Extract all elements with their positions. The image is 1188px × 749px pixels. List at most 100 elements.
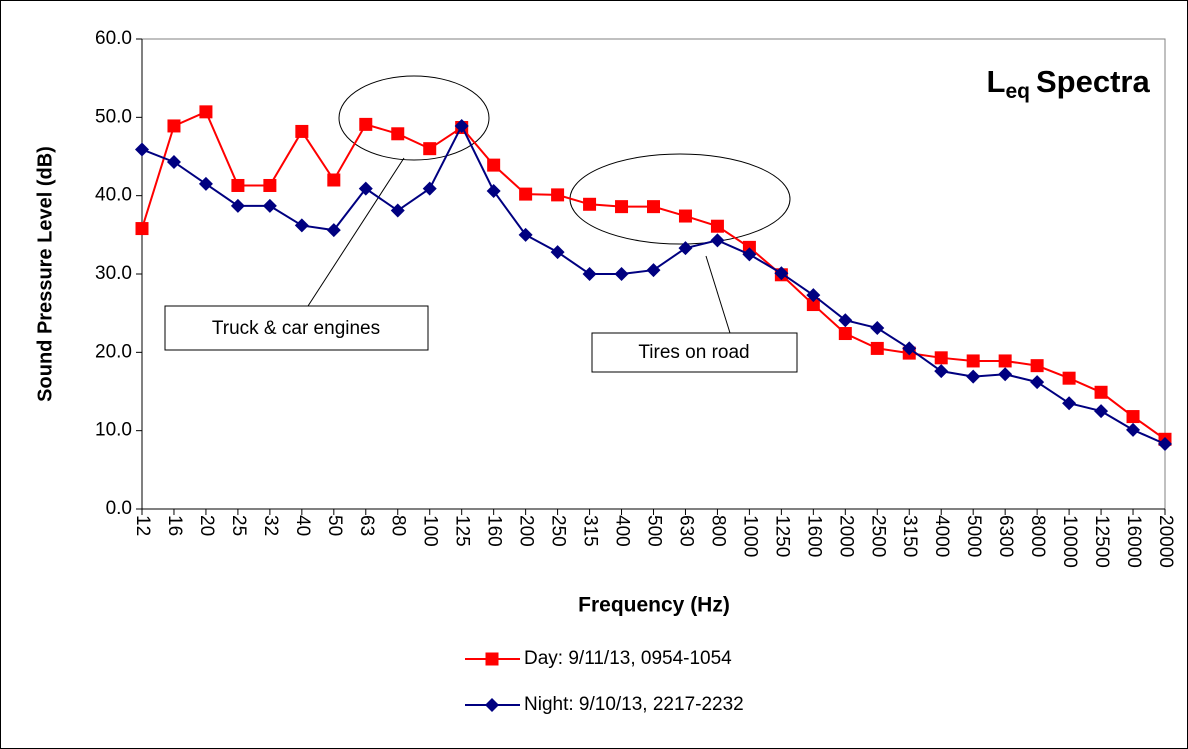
data-point	[551, 188, 565, 202]
data-point	[614, 267, 629, 281]
y-tick-label: 50.0	[95, 106, 132, 127]
annotation-leader	[307, 157, 405, 307]
legend-marker	[485, 698, 499, 712]
y-axis-title: Sound Pressure Level (dB)	[34, 146, 56, 402]
x-tick-label: 16	[164, 515, 185, 536]
x-tick-label: 20	[196, 515, 217, 536]
x-tick-label: 1000	[739, 515, 760, 557]
chart-title-rest: Spectra	[1036, 64, 1150, 99]
data-point	[519, 187, 533, 201]
data-point	[359, 117, 373, 131]
annotation-ellipse	[338, 75, 490, 161]
x-tick-label: 8000	[1027, 515, 1048, 557]
data-point	[1126, 422, 1141, 437]
annotation-text: Truck & car engines	[212, 318, 380, 339]
data-point	[391, 127, 405, 141]
x-tick-label: 63	[356, 515, 377, 536]
data-point	[230, 198, 245, 213]
x-tick-label: 16000	[1123, 515, 1144, 568]
data-point	[646, 263, 661, 278]
data-point	[487, 158, 501, 172]
data-point	[262, 198, 277, 213]
annotation-leader	[705, 255, 731, 334]
x-tick-label: 32	[260, 515, 281, 536]
x-tick-label: 80	[388, 515, 409, 536]
data-point	[742, 240, 756, 254]
x-tick-label: 4000	[931, 515, 952, 557]
annotation-engines: Truck & car engines	[164, 75, 490, 351]
data-point	[1126, 410, 1140, 424]
data-point	[167, 119, 181, 133]
data-point	[966, 369, 981, 384]
x-tick-label: 250	[548, 515, 569, 547]
x-tick-label: 25	[228, 515, 249, 536]
data-point	[263, 178, 277, 192]
data-point	[678, 241, 693, 256]
data-point	[998, 367, 1013, 382]
data-point	[678, 209, 692, 223]
data-point	[870, 341, 884, 355]
x-tick-label: 630	[675, 515, 696, 547]
data-point	[742, 247, 757, 262]
data-point	[870, 321, 885, 336]
x-tick-label: 40	[292, 515, 313, 536]
data-point	[135, 222, 149, 236]
data-point	[486, 183, 501, 198]
data-point	[710, 219, 724, 233]
data-point	[966, 354, 980, 368]
x-tick-label: 125	[452, 515, 473, 547]
y-tick-label: 20.0	[95, 341, 132, 362]
y-tick-label: 30.0	[95, 263, 132, 284]
annotation-box	[591, 332, 798, 373]
data-point	[166, 154, 181, 169]
x-tick-label: 3150	[899, 515, 920, 557]
data-point	[326, 223, 341, 238]
data-point	[358, 181, 373, 196]
data-point	[838, 327, 852, 341]
legend-marker	[485, 652, 499, 666]
data-point	[518, 227, 533, 242]
x-tick-label: 12	[132, 515, 153, 536]
data-point	[806, 298, 820, 312]
data-point	[582, 267, 597, 281]
data-point	[327, 173, 341, 187]
data-point	[998, 354, 1012, 368]
x-tick-label: 800	[707, 515, 728, 547]
x-tick-label: 1600	[803, 515, 824, 557]
data-point	[423, 142, 437, 156]
data-point	[710, 233, 725, 248]
data-point	[774, 266, 789, 281]
x-tick-label: 200	[516, 515, 537, 547]
data-point	[838, 313, 853, 328]
annotation-box	[164, 305, 429, 351]
data-point	[390, 203, 405, 218]
x-tick-label: 6300	[995, 515, 1016, 557]
y-tick-label: 10.0	[95, 420, 132, 441]
legend-label: Day: 9/11/13, 0954-1054	[524, 648, 732, 669]
data-point	[934, 351, 948, 365]
x-tick-label: 20000	[1155, 515, 1176, 568]
annotation-text: Tires on road	[638, 342, 749, 363]
x-tick-label: 160	[484, 515, 505, 547]
legend-label: Night: 9/10/13, 2217-2232	[524, 694, 744, 715]
data-point	[1030, 359, 1044, 373]
chart-title: Leq	[987, 64, 1030, 102]
y-tick-label: 60.0	[95, 28, 132, 49]
data-point	[454, 118, 469, 133]
x-tick-label: 2000	[835, 515, 856, 557]
y-tick-label: 40.0	[95, 185, 132, 206]
data-point	[1062, 371, 1076, 385]
x-tick-label: 100	[420, 515, 441, 547]
x-tick-label: 10000	[1059, 515, 1080, 568]
x-tick-label: 2500	[867, 515, 888, 557]
data-point	[422, 181, 437, 196]
x-tick-label: 400	[612, 515, 633, 547]
x-tick-label: 12500	[1091, 515, 1112, 568]
data-point	[1094, 404, 1109, 419]
x-tick-label: 315	[580, 515, 601, 547]
data-point	[1030, 375, 1045, 390]
data-point	[1062, 396, 1077, 411]
data-point	[199, 105, 213, 119]
x-tick-label: 1250	[771, 515, 792, 557]
